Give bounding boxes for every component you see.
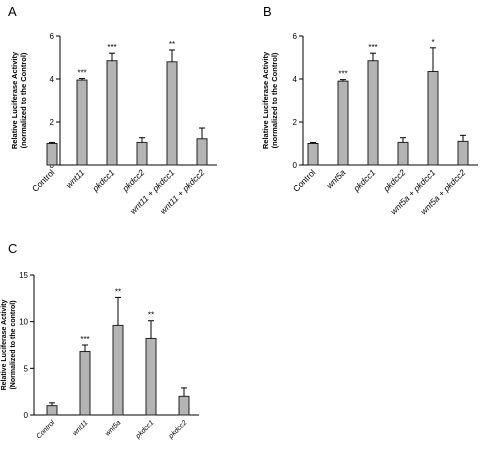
category-label: Control bbox=[30, 167, 57, 194]
significance-label: ** bbox=[169, 40, 175, 49]
y-tick-label: 2 bbox=[293, 118, 298, 127]
y-axis-label: Relative Luciferase Activity bbox=[261, 51, 270, 149]
panel-label: B bbox=[263, 4, 272, 19]
y-tick-label: 10 bbox=[19, 318, 28, 327]
bar bbox=[145, 337, 157, 416]
bar bbox=[46, 405, 58, 416]
y-tick-label: 6 bbox=[293, 32, 298, 41]
bar bbox=[76, 79, 88, 166]
category-label: wnt11 bbox=[72, 419, 90, 437]
bar bbox=[427, 70, 439, 166]
bar bbox=[166, 61, 178, 166]
bar bbox=[136, 141, 148, 166]
panel-label: A bbox=[8, 4, 17, 19]
significance-label: *** bbox=[368, 43, 377, 52]
panel-b: B 0 2 4 6 Relative Luciferase Activity (normal… bbox=[261, 4, 478, 216]
bar bbox=[397, 141, 409, 166]
bar bbox=[46, 143, 58, 166]
y-tick-label: 6 bbox=[50, 32, 55, 41]
category-label: Control bbox=[35, 419, 56, 440]
category-label: wnt5a bbox=[324, 167, 347, 190]
bar bbox=[337, 80, 349, 166]
significance-label: ** bbox=[148, 311, 154, 320]
bar bbox=[106, 60, 118, 166]
bar bbox=[79, 351, 91, 416]
y-tick-label: 4 bbox=[50, 75, 55, 84]
y-tick-label: 0 bbox=[24, 411, 29, 420]
y-axis-label-sub: (normalized to the Control) bbox=[19, 52, 28, 148]
panel-c: C 0 5 10 15 Relative Luciferase Activity (Norm… bbox=[1, 241, 199, 441]
significance-label: *** bbox=[77, 69, 86, 78]
panel-a: A0246Relative Luciferase Activity(normal… bbox=[8, 4, 217, 216]
y-axis-label: Relative Luciferase Activity bbox=[1, 300, 8, 391]
y-tick-label: 5 bbox=[24, 364, 29, 373]
bar bbox=[178, 395, 190, 416]
y-axis-label-sub: (normalized to the Control) bbox=[270, 52, 279, 148]
panel-label: C bbox=[8, 241, 17, 256]
category-label: Control bbox=[291, 167, 318, 194]
bar bbox=[367, 60, 379, 166]
y-axis-label: Relative Luciferase Activity bbox=[10, 51, 19, 149]
category-label: pkdcc1 bbox=[351, 167, 378, 194]
bar bbox=[457, 140, 469, 166]
category-label: wnt11 bbox=[64, 167, 87, 190]
y-tick-label: 2 bbox=[50, 118, 55, 127]
significance-label: ** bbox=[115, 287, 121, 296]
y-tick-label: 0 bbox=[293, 161, 298, 170]
y-tick-label: 15 bbox=[19, 271, 28, 280]
y-axis-label-sub: (Normalized to the control) bbox=[10, 300, 17, 389]
category-label: wnt5a bbox=[104, 419, 122, 437]
y-tick-label: 4 bbox=[293, 75, 298, 84]
category-label: pkdcc1 bbox=[134, 419, 155, 440]
significance-label: *** bbox=[107, 43, 116, 52]
category-label: pkdcc2 bbox=[120, 167, 147, 194]
bar bbox=[196, 138, 208, 166]
category-label: pkdcc2 bbox=[167, 419, 188, 440]
bar bbox=[307, 143, 319, 166]
category-label: pkdcc1 bbox=[90, 167, 117, 194]
significance-label: * bbox=[431, 38, 434, 47]
significance-label: *** bbox=[80, 335, 89, 344]
bar bbox=[112, 324, 124, 416]
category-label: pkdcc2 bbox=[381, 167, 408, 194]
significance-label: *** bbox=[338, 70, 347, 79]
